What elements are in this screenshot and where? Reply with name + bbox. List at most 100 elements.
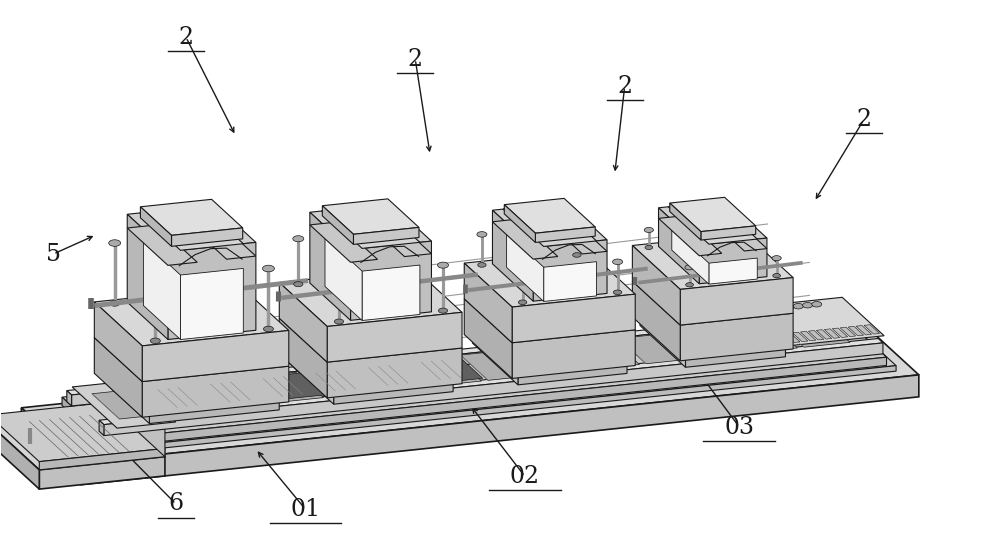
Circle shape: [518, 300, 527, 305]
Polygon shape: [186, 219, 256, 259]
Polygon shape: [99, 420, 104, 436]
Polygon shape: [685, 348, 785, 367]
Polygon shape: [785, 333, 800, 342]
Text: 6: 6: [168, 492, 183, 516]
Circle shape: [573, 253, 581, 257]
Polygon shape: [659, 216, 722, 256]
Polygon shape: [848, 326, 864, 336]
Polygon shape: [208, 379, 272, 405]
Polygon shape: [149, 402, 279, 423]
Polygon shape: [408, 356, 481, 386]
Polygon shape: [279, 268, 462, 326]
Polygon shape: [322, 206, 353, 245]
Polygon shape: [535, 227, 595, 242]
Text: 2: 2: [178, 25, 193, 49]
Circle shape: [793, 304, 803, 309]
Polygon shape: [864, 325, 880, 334]
Circle shape: [756, 307, 766, 313]
Polygon shape: [180, 268, 243, 339]
Circle shape: [812, 301, 822, 307]
Polygon shape: [362, 265, 420, 321]
Polygon shape: [62, 397, 107, 447]
Polygon shape: [492, 219, 558, 259]
Text: 03: 03: [724, 416, 754, 438]
Circle shape: [263, 326, 273, 332]
Polygon shape: [94, 338, 142, 417]
Polygon shape: [0, 423, 39, 489]
Text: 01: 01: [290, 498, 321, 521]
Polygon shape: [670, 203, 701, 240]
Circle shape: [222, 228, 234, 235]
Circle shape: [644, 227, 653, 232]
Polygon shape: [518, 365, 627, 385]
Circle shape: [109, 240, 121, 246]
Polygon shape: [127, 225, 197, 266]
Circle shape: [747, 308, 757, 314]
Polygon shape: [140, 199, 243, 235]
Polygon shape: [261, 373, 325, 399]
Circle shape: [766, 306, 776, 312]
Circle shape: [150, 338, 160, 343]
Polygon shape: [640, 307, 785, 359]
Polygon shape: [81, 375, 919, 485]
Circle shape: [110, 301, 120, 306]
Polygon shape: [366, 362, 430, 388]
Polygon shape: [632, 269, 793, 325]
Polygon shape: [618, 334, 692, 364]
Polygon shape: [114, 383, 165, 457]
Polygon shape: [792, 332, 808, 342]
Polygon shape: [279, 304, 462, 362]
Polygon shape: [127, 214, 168, 339]
Polygon shape: [310, 222, 378, 262]
Polygon shape: [94, 286, 289, 346]
Circle shape: [729, 310, 739, 316]
Polygon shape: [808, 331, 824, 340]
Text: 2: 2: [617, 75, 632, 98]
Circle shape: [262, 265, 274, 272]
Polygon shape: [680, 314, 793, 361]
Polygon shape: [172, 228, 243, 246]
Polygon shape: [67, 391, 72, 406]
Polygon shape: [21, 320, 919, 463]
Polygon shape: [313, 368, 377, 394]
Polygon shape: [21, 408, 81, 485]
Polygon shape: [39, 457, 165, 489]
Circle shape: [398, 271, 407, 276]
Polygon shape: [155, 384, 220, 410]
Polygon shape: [145, 384, 218, 413]
Circle shape: [685, 265, 694, 270]
Circle shape: [731, 218, 741, 224]
Polygon shape: [327, 312, 462, 362]
Polygon shape: [351, 241, 431, 320]
Polygon shape: [99, 338, 883, 424]
Polygon shape: [197, 378, 271, 408]
Circle shape: [438, 308, 448, 313]
Polygon shape: [69, 404, 117, 453]
Polygon shape: [353, 227, 419, 245]
Polygon shape: [672, 229, 709, 284]
Polygon shape: [0, 410, 165, 470]
Polygon shape: [840, 327, 856, 337]
Circle shape: [720, 311, 730, 317]
Circle shape: [784, 304, 794, 310]
Polygon shape: [512, 330, 635, 379]
Polygon shape: [107, 357, 887, 447]
Polygon shape: [94, 322, 289, 381]
Polygon shape: [461, 351, 534, 380]
Polygon shape: [140, 207, 172, 246]
Polygon shape: [680, 278, 793, 325]
Polygon shape: [69, 322, 896, 447]
Polygon shape: [566, 339, 639, 369]
Circle shape: [518, 269, 528, 274]
Polygon shape: [632, 246, 680, 325]
Polygon shape: [62, 315, 887, 439]
Polygon shape: [824, 329, 840, 338]
Polygon shape: [355, 362, 429, 391]
Polygon shape: [310, 204, 431, 250]
Circle shape: [293, 236, 304, 242]
Text: 02: 02: [510, 465, 540, 488]
Circle shape: [803, 302, 813, 308]
Polygon shape: [288, 342, 453, 396]
Circle shape: [738, 309, 748, 315]
Circle shape: [645, 245, 653, 250]
